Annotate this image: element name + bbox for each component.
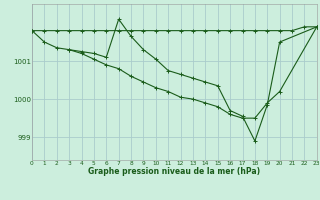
- X-axis label: Graphe pression niveau de la mer (hPa): Graphe pression niveau de la mer (hPa): [88, 167, 260, 176]
